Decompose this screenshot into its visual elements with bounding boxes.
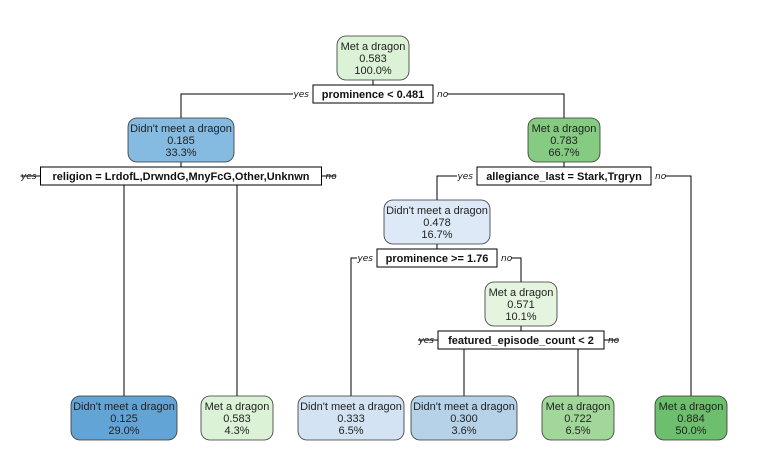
- node-percentage: 33.3%: [165, 147, 196, 159]
- no-label: no: [501, 254, 513, 264]
- edge-yes-l1: [20, 175, 125, 396]
- split-label: allegiance_last = Stark,Trgryn: [486, 171, 642, 183]
- split-s3: allegiance_last = Stark,Trgryn yes no: [456, 166, 667, 186]
- node-box: [541, 395, 615, 441]
- node-class-label: Didn't meet a dragon: [386, 205, 488, 217]
- split-labels: prominence < 0.481 yes no religion = LrdofL…: [20, 84, 667, 350]
- node-class-label: Didn't meet a dragon: [130, 123, 232, 135]
- node-box: [410, 395, 518, 441]
- split-s4: prominence >= 1.76 yes no: [356, 248, 513, 268]
- no-label: no: [326, 172, 338, 182]
- split-label: religion = LrdofL,DrwndG,MnyFcG,Other,Un…: [53, 171, 310, 183]
- node-probability: 0.185: [167, 135, 195, 147]
- yes-label: yes: [356, 254, 373, 264]
- node-percentage: 100.0%: [354, 65, 392, 77]
- node-percentage: 4.3%: [224, 425, 249, 437]
- node-percentage: 6.5%: [338, 425, 363, 437]
- node-percentage: 66.7%: [548, 147, 579, 159]
- node-percentage: 6.5%: [565, 425, 590, 437]
- yes-label: yes: [292, 90, 309, 100]
- node-class-label: Met a dragon: [532, 123, 597, 135]
- node-box: [654, 395, 728, 441]
- node-box: [297, 395, 405, 441]
- node-class-label: Met a dragon: [546, 401, 611, 413]
- edge-no-n3: [447, 93, 565, 118]
- split-box: [376, 248, 498, 268]
- node-class-label: Didn't meet a dragon: [73, 401, 175, 413]
- node-percentage: 50.0%: [675, 425, 706, 437]
- no-label: no: [437, 90, 449, 100]
- node-percentage: 3.6%: [451, 425, 476, 437]
- node-class-label: Didn't meet a dragon: [300, 401, 402, 413]
- split-s5: featured_episode_count < 2 yes no: [417, 330, 620, 350]
- no-label: no: [608, 336, 620, 346]
- node-class-label: Didn't meet a dragon: [413, 401, 515, 413]
- yes-label: yes: [20, 172, 37, 182]
- node-class-label: Met a dragon: [205, 401, 270, 413]
- yes-label: yes: [456, 172, 473, 182]
- node-box: [484, 281, 558, 327]
- node-percentage: 29.0%: [108, 425, 139, 437]
- node-box: [70, 395, 178, 441]
- node-box: [200, 395, 274, 441]
- node-probability: 0.583: [359, 53, 387, 65]
- edge-no-n5: [511, 257, 522, 282]
- split-box: [312, 84, 434, 104]
- split-box: [40, 166, 322, 186]
- node-probability: 0.300: [450, 413, 478, 425]
- node-probability: 0.722: [564, 413, 592, 425]
- split-label: prominence < 0.481: [322, 89, 424, 101]
- split-label: featured_episode_count < 2: [448, 335, 594, 347]
- node-class-label: Met a dragon: [659, 401, 724, 413]
- node-probability: 0.478: [423, 217, 451, 229]
- edge-no-l6: [665, 175, 692, 396]
- node-box: [527, 117, 601, 163]
- edge-yes-n4: [436, 175, 457, 200]
- split-box: [476, 166, 652, 186]
- node-percentage: 16.7%: [421, 229, 452, 241]
- split-label: prominence >= 1.76: [386, 253, 489, 265]
- edge-yes-n2: [180, 93, 293, 118]
- node-probability: 0.884: [677, 413, 705, 425]
- split-s1: prominence < 0.481 yes no: [292, 84, 449, 104]
- node-percentage: 10.1%: [505, 311, 536, 323]
- node-class-label: Met a dragon: [489, 287, 554, 299]
- edge-yes-l3: [350, 257, 357, 396]
- node-box: [336, 35, 410, 81]
- node-class-label: Met a dragon: [341, 41, 406, 53]
- edge-no-l2: [236, 175, 336, 396]
- yes-label: yes: [417, 336, 434, 346]
- split-s2: religion = LrdofL,DrwndG,MnyFcG,Other,Un…: [20, 166, 338, 186]
- node-probability: 0.583: [223, 413, 251, 425]
- node-probability: 0.571: [507, 299, 535, 311]
- node-probability: 0.333: [337, 413, 365, 425]
- split-box: [437, 330, 605, 350]
- node-box: [383, 199, 491, 245]
- node-box: [127, 117, 235, 163]
- node-probability: 0.783: [550, 135, 578, 147]
- node-probability: 0.125: [110, 413, 138, 425]
- no-label: no: [655, 172, 667, 182]
